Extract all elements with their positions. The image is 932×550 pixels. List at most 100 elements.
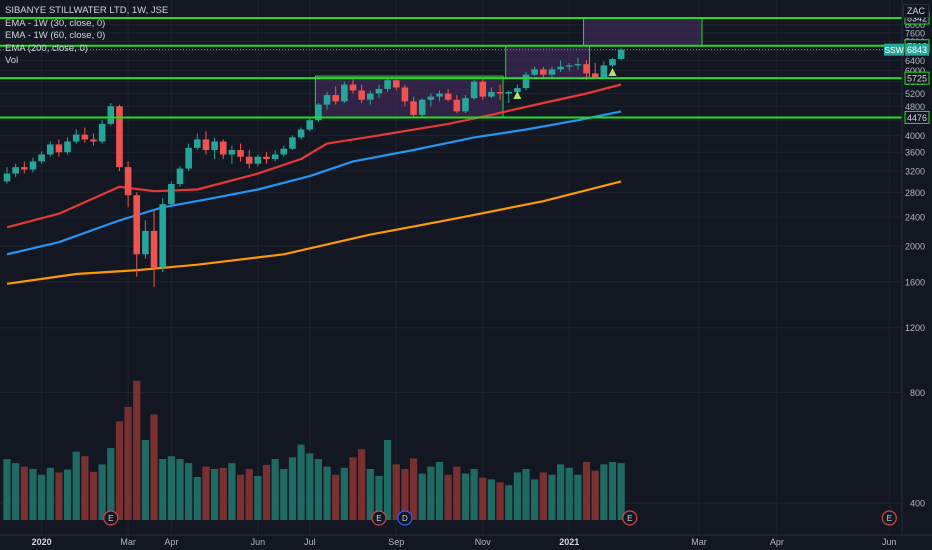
candle-body <box>297 129 305 138</box>
volume-bar <box>392 464 400 520</box>
currency-badge[interactable]: ZAC <box>903 4 929 18</box>
volume-bar <box>236 474 245 520</box>
level-lines[interactable] <box>0 17 902 119</box>
candle-body <box>323 95 331 105</box>
candle-body <box>159 204 166 268</box>
volume-bar <box>271 459 279 520</box>
price-tick-label: 2000 <box>905 242 925 252</box>
volume-bar <box>349 457 357 520</box>
volume-bar <box>167 456 175 520</box>
time-tick-label: Mar <box>120 537 136 547</box>
event-marker-label: E <box>627 514 632 523</box>
volume-bar <box>461 473 470 520</box>
volume-bar <box>453 466 461 520</box>
candles <box>3 48 625 287</box>
candle-body <box>548 69 556 75</box>
volume-bar <box>185 463 193 520</box>
volume-bar <box>548 474 556 520</box>
candle-body <box>609 59 616 66</box>
price-tick-label: 400 <box>910 499 925 509</box>
legend-volume[interactable]: Vol <box>5 55 19 66</box>
volume-bar <box>314 459 322 520</box>
volume-bar <box>262 464 271 520</box>
candle-body <box>271 154 279 160</box>
volume-bar <box>280 468 288 520</box>
volume-bar <box>193 477 201 520</box>
time-tick-label: Jun <box>251 537 266 547</box>
price-tick-label: 4800 <box>905 102 925 112</box>
price-axis[interactable]: 400 800 1200 1600 2000 2400 2800 3200 3600 4000 44… <box>884 0 930 535</box>
price-tick-label: 4000 <box>905 131 925 141</box>
candle-body <box>367 93 374 100</box>
candle-body <box>98 123 106 142</box>
event-marker <box>397 510 413 526</box>
price-tick-label: 1200 <box>905 323 925 333</box>
legend-ema200[interactable]: EMA (200, close, 0) <box>5 42 88 54</box>
candle-body <box>583 64 590 74</box>
volume-bar <box>418 473 426 520</box>
price-tick-label: 6000 <box>905 66 925 76</box>
legend-symbol[interactable]: SIBANYE STILLWATER LTD, 1W, JSE <box>5 5 169 16</box>
time-tick-label: 2021 <box>559 537 579 547</box>
time-tick-label: Nov <box>475 537 492 547</box>
volume-bar <box>245 468 253 520</box>
volume-bar <box>228 463 236 520</box>
candle-body <box>306 120 314 130</box>
legend-ema30[interactable]: EMA - 1W (30, close, 0) <box>5 17 106 29</box>
time-axis[interactable]: 2020MarAprJunJulSepNov2021MarAprJunAug <box>0 534 932 547</box>
candle-body <box>124 167 132 196</box>
volume-bar <box>38 474 46 520</box>
candle-body <box>522 74 530 89</box>
volume-bar <box>150 414 158 520</box>
volume-bar <box>20 466 28 520</box>
volume-bar <box>124 406 132 520</box>
zone-box <box>505 45 591 79</box>
event-marker-label: E <box>887 514 892 523</box>
time-tick-label: Apr <box>770 537 784 547</box>
candle-body <box>64 141 71 153</box>
symbol-tag-label: SSW <box>884 45 903 55</box>
candle-body <box>600 65 608 78</box>
volume-bar <box>3 459 11 520</box>
volume-bar <box>115 421 124 520</box>
event-marker <box>881 510 897 526</box>
candle-body <box>591 73 599 78</box>
time-tick-label: Sep <box>388 537 404 547</box>
price-tick-label: 1600 <box>905 277 925 287</box>
volume-bar <box>63 469 72 520</box>
candle-body <box>12 167 19 174</box>
volume-bar <box>72 451 80 520</box>
level-label: 8342 <box>907 14 927 24</box>
volume-bar <box>98 464 106 520</box>
volume-bar <box>617 463 625 520</box>
event-marker-label: D <box>402 514 408 523</box>
volume-bar <box>427 466 435 520</box>
candle-body <box>133 195 141 255</box>
level-label: 5725 <box>907 74 927 84</box>
time-tick-label: Jul <box>304 537 316 547</box>
price-tick-label: 3200 <box>905 167 925 177</box>
time-tick-label: Mar <box>691 537 707 547</box>
volume-bar <box>582 462 591 520</box>
volume-bar <box>366 468 374 520</box>
legend-ema60[interactable]: EMA - 1W (60, close, 0) <box>5 30 106 41</box>
candle-body <box>202 139 210 151</box>
time-tick-label: 2020 <box>32 537 52 547</box>
candle-body <box>168 184 175 205</box>
level-label-box <box>904 110 930 124</box>
volume-bar <box>202 466 210 520</box>
candle-body <box>349 84 357 91</box>
event-marker <box>103 510 119 526</box>
ema-lines <box>6 83 622 285</box>
candle-body <box>245 156 253 164</box>
candle-body <box>496 91 504 94</box>
volume-bar <box>141 439 149 520</box>
candle-body <box>401 87 409 102</box>
volume-bar <box>487 479 495 520</box>
time-tick-label: Jun <box>882 537 897 547</box>
volume-bar <box>159 459 167 520</box>
volume-bar <box>306 453 314 520</box>
volume-bar <box>565 467 573 520</box>
